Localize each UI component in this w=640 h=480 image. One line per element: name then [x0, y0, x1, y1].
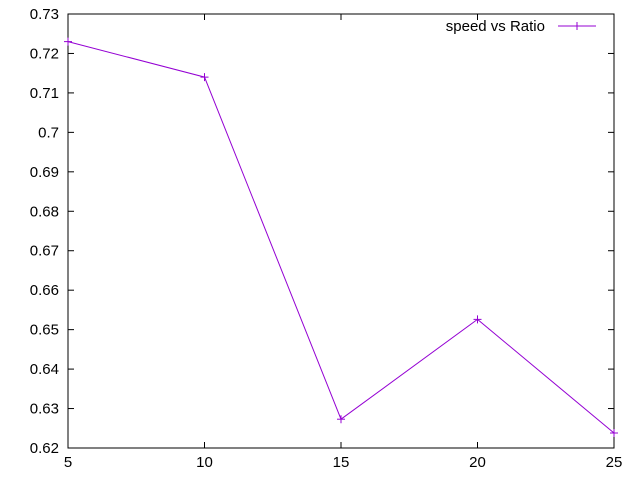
y-axis: 0.62 0.63 0.64 0.65 0.66 0.67 0.68 0.69 0.7 0.71 0…: [30, 6, 614, 457]
y-tick-label: 0.66: [30, 282, 59, 299]
x-tick-label: 25: [606, 454, 623, 471]
y-tick-label: 0.72: [30, 45, 59, 62]
y-tick-label: 0.7: [38, 124, 59, 141]
y-tick-label: 0.71: [30, 85, 59, 102]
data-point-marker: [473, 315, 482, 324]
x-tick-label: 15: [333, 454, 350, 471]
data-point-marker: [610, 429, 618, 438]
y-tick-label: 0.68: [30, 203, 59, 220]
data-point-marker: [337, 415, 345, 424]
y-tick-label: 0.63: [30, 401, 59, 418]
series-layer: [64, 37, 618, 438]
y-tick-label: 0.67: [30, 243, 59, 260]
y-tick-label: 0.64: [30, 361, 59, 378]
data-point-marker: [64, 37, 72, 46]
y-tick-label: 0.73: [30, 6, 59, 23]
series-line: [67, 41, 615, 434]
x-axis: 5 10 15 20 25: [64, 14, 623, 471]
plot-frame: [67, 13, 615, 449]
x-tick-label: 10: [196, 454, 213, 471]
y-tick-label: 0.69: [30, 164, 59, 181]
y-tick-label: 0.65: [30, 322, 59, 339]
y-tick-label: 0.62: [30, 440, 59, 457]
data-point-marker: [200, 73, 209, 82]
legend-sample: [558, 22, 596, 30]
legend: speed vs Ratio: [446, 18, 596, 35]
x-tick-label: 5: [64, 454, 72, 471]
x-tick-label: 20: [469, 454, 486, 471]
legend-label: speed vs Ratio: [446, 18, 545, 35]
